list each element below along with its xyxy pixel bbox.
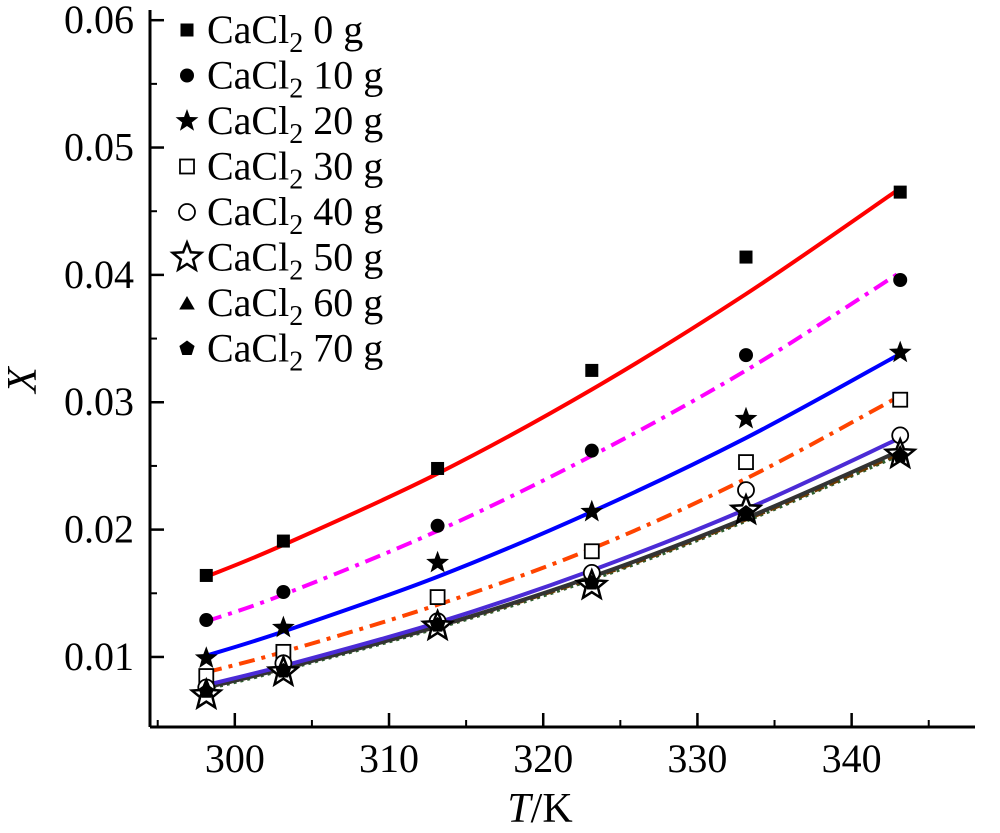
data-point xyxy=(584,575,600,590)
legend-label-subscript: 2 xyxy=(289,28,303,59)
legend-label-prefix: CaCl xyxy=(207,189,289,234)
data-point xyxy=(199,568,213,582)
fit-line xyxy=(205,452,901,691)
legend-label-prefix: CaCl xyxy=(207,280,289,325)
data-point xyxy=(426,550,450,573)
y-tick-label: 0.03 xyxy=(64,379,134,424)
data-point xyxy=(893,272,908,287)
legend-label: CaCl2 40 g xyxy=(207,189,383,241)
data-point xyxy=(584,443,599,458)
legend-label-suffix: 50 g xyxy=(303,235,383,280)
x-tick-label: 330 xyxy=(667,736,727,781)
legend-label-suffix: 0 g xyxy=(303,7,363,52)
data-point xyxy=(271,615,295,638)
legend-marker xyxy=(179,158,195,175)
legend-label-subscript: 2 xyxy=(289,165,303,196)
legend-marker xyxy=(178,203,196,221)
data-point xyxy=(431,461,445,475)
legend-marker xyxy=(175,109,199,131)
legend-label-subscript: 2 xyxy=(289,256,303,287)
y-axis-title: X xyxy=(0,365,46,395)
x-tick-label: 320 xyxy=(513,736,573,781)
data-point xyxy=(275,662,291,678)
data-point xyxy=(198,683,214,698)
data-point xyxy=(580,499,604,522)
legend-label: CaCl2 20 g xyxy=(207,98,383,150)
data-point xyxy=(199,613,214,628)
y-tick-label: 0.02 xyxy=(64,507,134,552)
legend-label-subscript: 2 xyxy=(289,74,303,105)
data-point xyxy=(893,185,907,199)
data-point xyxy=(739,250,753,264)
legend-marker xyxy=(169,239,205,273)
data-point xyxy=(585,363,599,377)
legend-label-suffix: 60 g xyxy=(303,280,383,325)
data-point xyxy=(276,534,290,548)
data-point xyxy=(892,447,908,463)
x-tick-label: 300 xyxy=(205,736,265,781)
data-point xyxy=(429,589,446,605)
y-tick-label: 0.01 xyxy=(64,634,134,679)
x-ticks: 300 310 320 330 340 xyxy=(156,713,930,781)
y-tick-label: 0.05 xyxy=(64,125,134,170)
legend-marker xyxy=(179,296,195,310)
y-tick-label: 0.04 xyxy=(64,252,134,297)
x-tick-label: 340 xyxy=(822,736,882,781)
data-point xyxy=(738,454,754,471)
data-point xyxy=(194,646,218,668)
legend-label-prefix: CaCl xyxy=(207,98,289,143)
data-point xyxy=(892,391,909,408)
legend-label-subscript: 2 xyxy=(289,210,303,241)
legend-marker xyxy=(180,68,194,83)
legend-label-suffix: 10 g xyxy=(303,53,383,98)
legend-label-suffix: 40 g xyxy=(303,189,383,234)
legend-label-suffix: 70 g xyxy=(303,326,383,371)
data-markers xyxy=(188,185,918,711)
data-point xyxy=(739,348,754,363)
legend-label-subscript: 2 xyxy=(289,119,303,150)
legend-label-prefix: CaCl xyxy=(207,7,289,52)
data-point xyxy=(738,505,754,520)
x-axis-title-italic: T xyxy=(507,786,533,832)
legend-label: CaCl2 0 g xyxy=(207,7,363,59)
y-ticks: 0.01 0.02 0.03 0.04 0.05 0.06 xyxy=(64,0,164,679)
legend-label-suffix: 30 g xyxy=(303,144,383,189)
legend-label: CaCl2 70 g xyxy=(207,326,383,378)
legend-label-subscript: 2 xyxy=(289,347,303,378)
legend-label: CaCl2 50 g xyxy=(207,235,383,287)
legend-label-prefix: CaCl xyxy=(207,235,289,280)
legend-label-prefix: CaCl xyxy=(207,144,289,189)
legend-label-subscript: 2 xyxy=(289,301,303,332)
legend-label: CaCl2 10 g xyxy=(207,53,383,105)
legend-label-prefix: CaCl xyxy=(207,326,289,371)
fit-line xyxy=(205,352,902,658)
data-point xyxy=(429,617,446,632)
x-axis-title: T/K xyxy=(507,786,572,832)
data-point xyxy=(888,340,912,363)
legend-label: CaCl2 30 g xyxy=(207,144,383,196)
data-point xyxy=(583,543,600,560)
legend-label: CaCl2 60 g xyxy=(207,280,383,332)
data-point xyxy=(734,406,758,429)
legend-marker xyxy=(179,340,195,355)
legend-label-suffix: 20 g xyxy=(303,98,383,143)
data-point xyxy=(276,585,291,600)
y-tick-label: 0.06 xyxy=(64,0,134,42)
x-axis-title-unit: /K xyxy=(531,786,573,832)
legend-marker xyxy=(180,23,194,37)
axes xyxy=(148,10,975,729)
data-point xyxy=(430,518,445,533)
x-tick-label: 310 xyxy=(359,736,419,781)
legend-label-prefix: CaCl xyxy=(207,53,289,98)
